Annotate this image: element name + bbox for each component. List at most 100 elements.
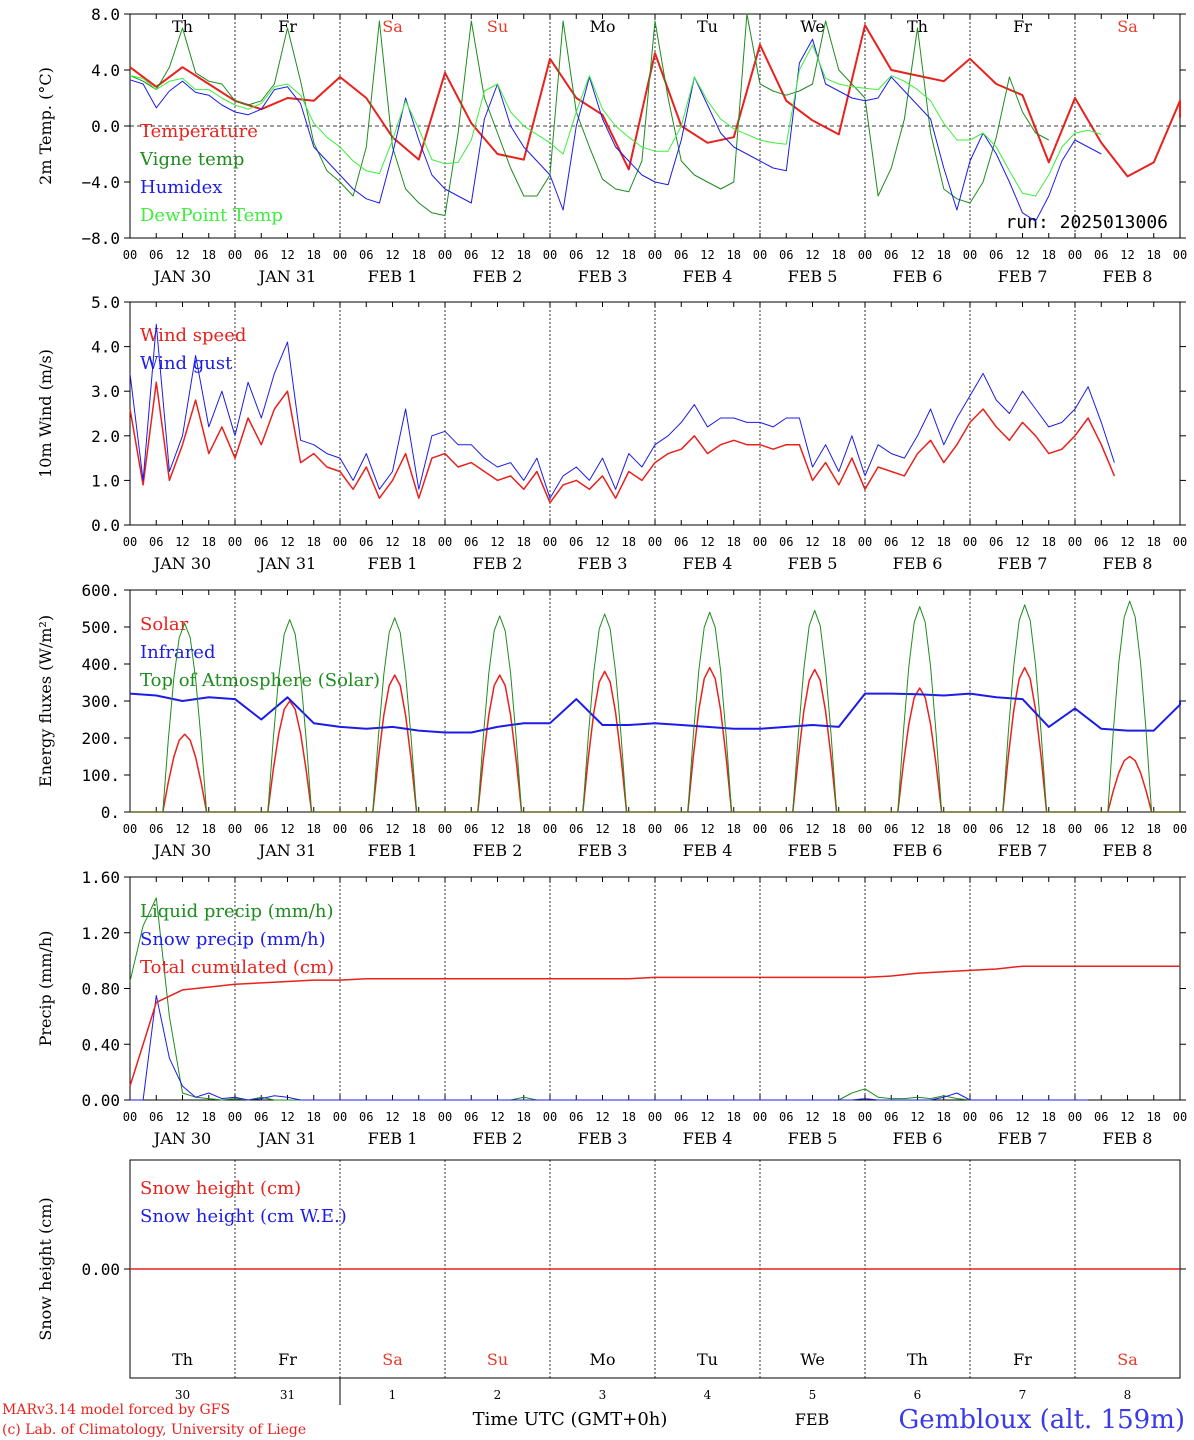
x-hour-label: 00 — [648, 1110, 662, 1124]
x-hour-label: 18 — [832, 1110, 846, 1124]
x-hour-label: 18 — [202, 1110, 216, 1124]
bottom-weekday-label: Fr — [1013, 1350, 1032, 1369]
x-hour-label: 00 — [858, 248, 872, 262]
x-hour-label: 12 — [1015, 248, 1029, 262]
x-hour-label: 00 — [543, 248, 557, 262]
x-day-label: FEB 3 — [578, 1129, 628, 1148]
x-hour-label: 12 — [1120, 1110, 1134, 1124]
x-hour-label: 18 — [1147, 248, 1161, 262]
x-hour-label: 00 — [648, 535, 662, 549]
x-hour-label: 00 — [963, 822, 977, 836]
x-hour-label: 12 — [385, 1110, 399, 1124]
credit-line-2: (c) Lab. of Climatology, University of L… — [2, 1422, 306, 1438]
y-tick-label: 0. — [101, 803, 120, 822]
x-hour-label: 18 — [202, 248, 216, 262]
weekday-label: Fr — [278, 17, 297, 36]
legend-humidex: Humidex — [140, 177, 222, 198]
x-hour-label: 12 — [385, 248, 399, 262]
x-hour-label: 00 — [753, 1110, 767, 1124]
x-hour-label: 00 — [438, 535, 452, 549]
y-tick-label: 3.0 — [91, 382, 120, 401]
x-day-label: FEB 3 — [578, 554, 628, 573]
x-hour-label: 00 — [438, 822, 452, 836]
x-hour-label: 12 — [280, 535, 294, 549]
bottom-day-number: 6 — [914, 1388, 922, 1402]
y-tick-label: 0.0 — [91, 516, 120, 535]
legend-vigne-temp: Vigne temp — [139, 149, 244, 170]
x-hour-label: 18 — [1042, 1110, 1056, 1124]
x-hour-label: 00 — [1173, 535, 1187, 549]
x-day-label: FEB 1 — [368, 554, 418, 573]
x-hour-label: 00 — [333, 248, 347, 262]
x-hour-label: 00 — [963, 248, 977, 262]
x-day-label: FEB 6 — [893, 554, 943, 573]
x-hour-label: 18 — [202, 822, 216, 836]
x-hour-label: 18 — [517, 248, 531, 262]
x-hour-label: 00 — [1068, 248, 1082, 262]
credit-line-1: MARv3.14 model forced by GFS — [2, 1402, 230, 1418]
x-hour-label: 06 — [989, 1110, 1003, 1124]
bottom-weekday-label: We — [800, 1350, 825, 1369]
x-hour-label: 06 — [884, 248, 898, 262]
legend-snow-height-cm-w-e-: Snow height (cm W.E.) — [140, 1206, 347, 1227]
bottom-weekday-label: Tu — [697, 1350, 718, 1369]
x-hour-label: 06 — [359, 248, 373, 262]
y-tick-label: −8.0 — [81, 229, 120, 248]
legend-snow-height-cm-: Snow height (cm) — [140, 1178, 301, 1199]
x-hour-label: 18 — [832, 535, 846, 549]
x-hour-label: 12 — [805, 248, 819, 262]
series-line-temperature — [129, 24, 1181, 178]
x-day-label: JAN 31 — [257, 554, 316, 573]
x-hour-label: 12 — [1120, 248, 1134, 262]
weekday-label: Su — [487, 17, 508, 36]
x-hour-label: 00 — [753, 535, 767, 549]
run-label: run: 2025013006 — [1005, 212, 1168, 233]
x-hour-label: 06 — [569, 822, 583, 836]
y-tick-label: 0.00 — [81, 1260, 120, 1279]
y-tick-label: 200. — [81, 729, 120, 748]
x-hour-label: 06 — [884, 1110, 898, 1124]
x-hour-label: 00 — [438, 248, 452, 262]
bottom-day-number: 31 — [280, 1388, 295, 1402]
x-hour-label: 06 — [254, 248, 268, 262]
x-hour-label: 06 — [1094, 535, 1108, 549]
y-tick-label: −4.0 — [81, 173, 120, 192]
legend-liquid-precip-mm-h-: Liquid precip (mm/h) — [140, 901, 334, 922]
y-axis-label-snow: Snow height (cm) — [36, 1197, 55, 1340]
series-line-wind-gust — [129, 323, 1115, 499]
y-tick-label: 100. — [81, 766, 120, 785]
x-hour-label: 00 — [1068, 535, 1082, 549]
month-label: FEB — [795, 1410, 830, 1429]
x-hour-label: 12 — [805, 822, 819, 836]
x-hour-label: 18 — [1042, 822, 1056, 836]
x-hour-label: 06 — [884, 822, 898, 836]
x-hour-label: 12 — [490, 535, 504, 549]
x-hour-label: 12 — [805, 535, 819, 549]
x-hour-label: 12 — [385, 822, 399, 836]
y-tick-label: 400. — [81, 655, 120, 674]
x-hour-label: 06 — [359, 1110, 373, 1124]
y-tick-label: 500. — [81, 618, 120, 637]
x-hour-label: 18 — [517, 535, 531, 549]
x-hour-label: 18 — [937, 822, 951, 836]
x-day-label: FEB 2 — [473, 1129, 523, 1148]
x-day-label: FEB 2 — [473, 267, 523, 286]
bottom-weekday-label: Sa — [1117, 1350, 1138, 1369]
bottom-weekday-label: Mo — [589, 1350, 615, 1369]
x-hour-label: 06 — [254, 1110, 268, 1124]
x-hour-label: 00 — [228, 535, 242, 549]
x-day-label: FEB 5 — [788, 841, 838, 860]
weekday-label: Th — [172, 17, 193, 36]
bottom-weekday-label: Su — [487, 1350, 508, 1369]
x-hour-label: 06 — [989, 822, 1003, 836]
x-hour-label: 12 — [700, 1110, 714, 1124]
x-hour-label: 18 — [517, 1110, 531, 1124]
x-hour-label: 00 — [1173, 248, 1187, 262]
x-hour-label: 00 — [228, 822, 242, 836]
x-day-label: JAN 31 — [257, 1129, 316, 1148]
y-tick-label: 4.0 — [91, 61, 120, 80]
x-day-label: JAN 31 — [257, 267, 316, 286]
x-day-label: FEB 7 — [998, 554, 1048, 573]
x-hour-label: 18 — [832, 248, 846, 262]
